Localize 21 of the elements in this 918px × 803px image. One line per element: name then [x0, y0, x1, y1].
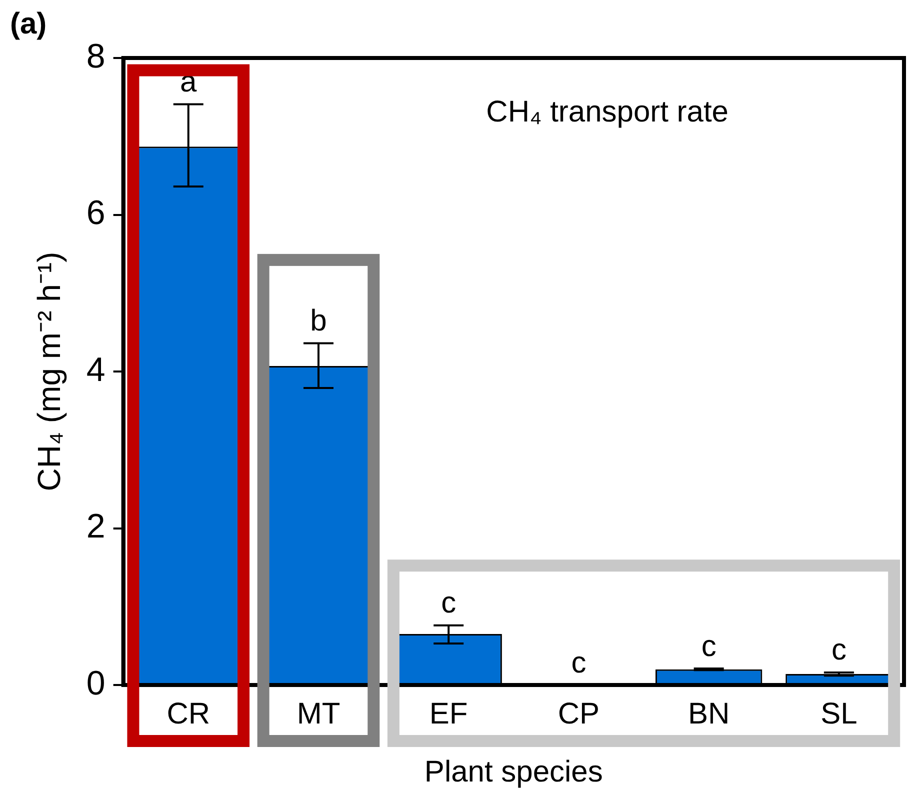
- y-tick-label: 4: [86, 350, 106, 389]
- y-tick-label: 8: [86, 37, 106, 76]
- annotation: b: [310, 304, 327, 338]
- x-tick-label: CR: [166, 697, 210, 730]
- text: (a): [10, 7, 47, 40]
- y-tick-label: 0: [86, 664, 106, 702]
- x-tick-label: BN: [688, 697, 730, 730]
- x-tick-label: EF: [429, 697, 468, 730]
- annotation: c: [571, 646, 586, 680]
- text: CH₄ transport rate: [486, 95, 729, 128]
- annotation: c: [441, 586, 456, 620]
- y-tick-label: 6: [86, 194, 106, 232]
- annotation: c: [701, 630, 716, 663]
- y-tick-label: 2: [86, 508, 106, 546]
- annotation: a: [180, 66, 198, 99]
- y-axis-title: CH₄ (mg m⁻² h⁻¹): [31, 252, 68, 492]
- x-tick-label: MT: [296, 697, 340, 730]
- x-tick-label: CP: [558, 697, 600, 730]
- x-tick-label: SL: [820, 697, 858, 730]
- x-axis-title: Plant species: [424, 755, 603, 788]
- annotation: c: [831, 634, 846, 667]
